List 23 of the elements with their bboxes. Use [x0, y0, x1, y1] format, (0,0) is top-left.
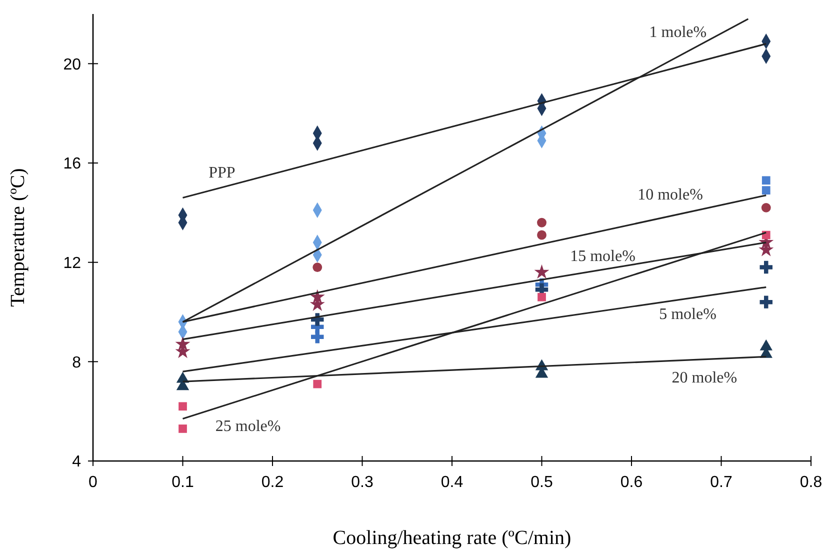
series-label: 10 mole%: [638, 186, 703, 204]
series-label: 25 mole%: [215, 418, 281, 435]
x-tick-label: 0.2: [261, 474, 284, 491]
series-label: 15 mole%: [570, 248, 636, 266]
x-tick-label: 0.4: [440, 474, 464, 491]
x-tick-label: 0.3: [351, 474, 374, 491]
y-tick-label: 4: [72, 454, 82, 471]
x-tick-label: 0.5: [530, 474, 553, 491]
x-tick-label: 0: [88, 474, 98, 491]
y-tick-label: 16: [63, 156, 82, 173]
series-label: 20 mole%: [672, 369, 738, 386]
y-tick-label: 8: [72, 354, 82, 372]
y-tick-label: 12: [63, 254, 82, 272]
series-label: 1 mole%: [649, 24, 707, 41]
x-tick-label: 0.1: [172, 474, 194, 491]
y-tick-label: 20: [63, 56, 82, 74]
y-axis-title: Temperature (ºC): [7, 168, 29, 307]
x-tick-label: 0.6: [620, 474, 643, 491]
series-label: 5 mole%: [659, 306, 716, 324]
x-axis-title: Cooling/heating rate (ºC/min): [332, 527, 572, 549]
x-tick-label: 0.7: [710, 474, 732, 491]
x-tick-label: 0.8: [800, 474, 822, 491]
series-label: PPP: [208, 164, 236, 182]
